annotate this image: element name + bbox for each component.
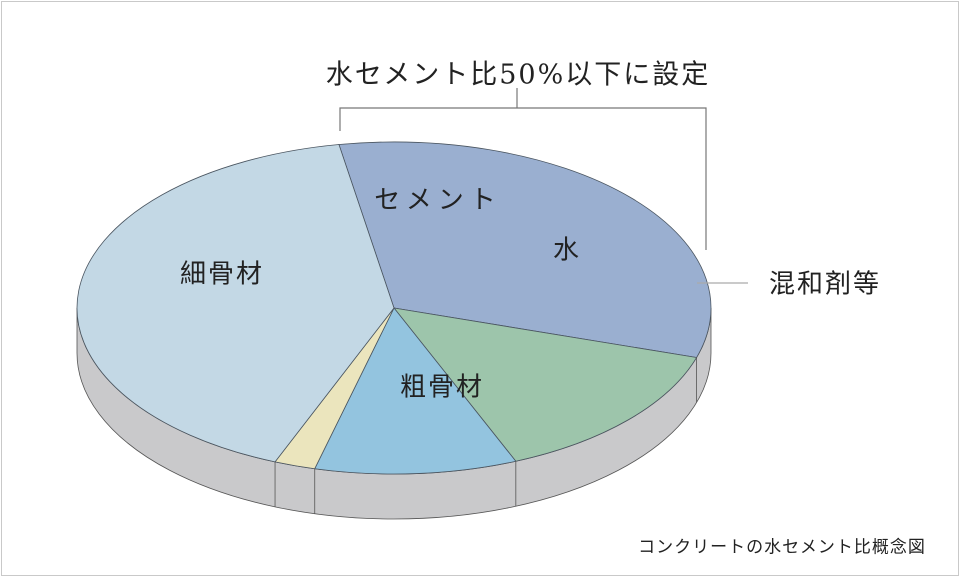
slice-label-water: 水 [552, 235, 582, 266]
pie-slice-0 [338, 141, 712, 358]
slice-label-fine-aggregate: 細骨材 [179, 259, 265, 290]
caption: コンクリートの水セメント比概念図 [638, 537, 926, 558]
water-cement-bracket [339, 107, 707, 250]
slice-label-coarse-aggregate: 粗骨材 [399, 372, 485, 403]
chart-title: 水セメント比50%以下に設定 [325, 59, 711, 91]
pie-slice-1 [393, 307, 698, 462]
slice-label-cement: セメント [374, 185, 502, 216]
pie-slice-2 [314, 307, 517, 475]
slice-label-admixture: 混和剤等 [768, 269, 882, 300]
pie-slice-4 [76, 144, 395, 463]
